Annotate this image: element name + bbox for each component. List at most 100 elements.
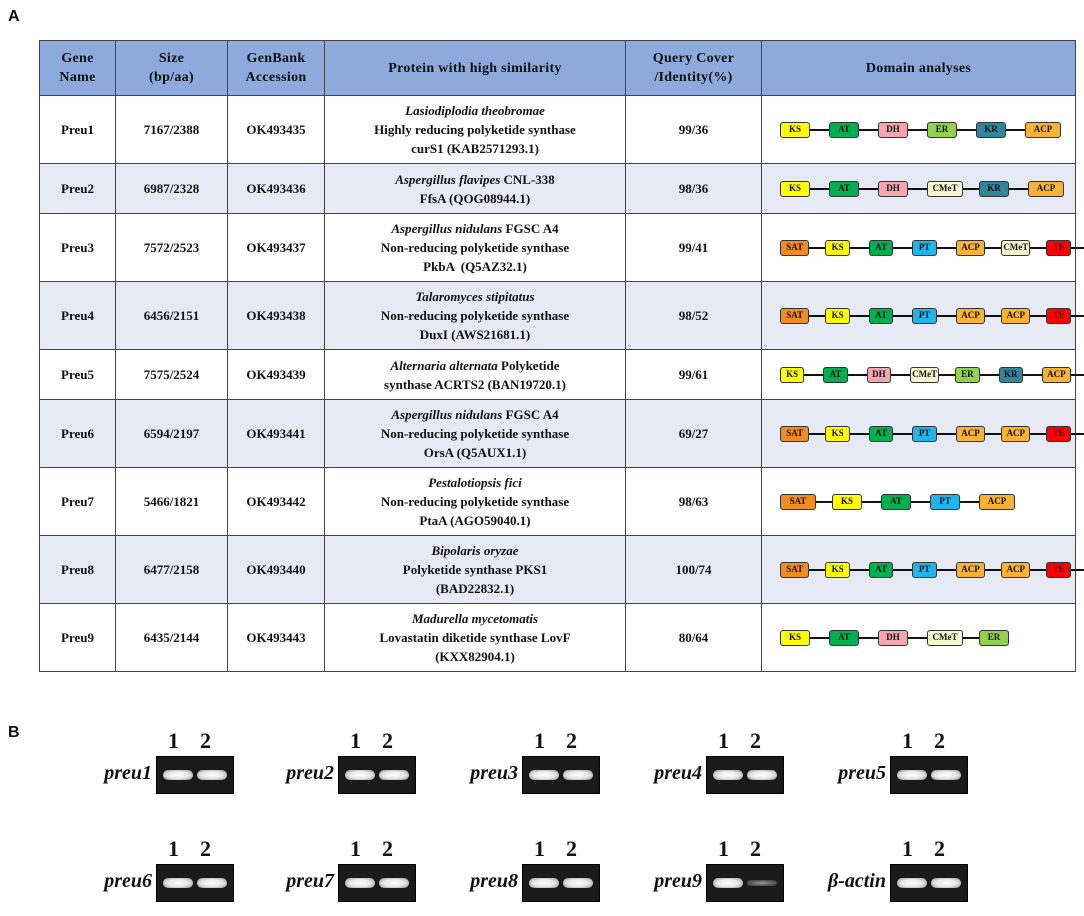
gel-image xyxy=(338,864,416,902)
gel-band-lane-1 xyxy=(897,878,927,888)
lane-number-2: 2 xyxy=(566,728,577,753)
gel-band-lane-2 xyxy=(931,770,961,780)
protein-line: (KXX82904.1) xyxy=(435,649,515,664)
protein-cell: Madurella mycetomatis Lovastatin diketide… xyxy=(324,603,626,672)
gel-band-lane-2 xyxy=(379,878,409,888)
protein-line: PtaA (AGO59040.1) xyxy=(419,513,531,528)
protein-cell: Aspergillus nidulans FGSC A4 Non-reducing… xyxy=(324,399,626,468)
organism-suffix: Polyketide xyxy=(497,357,560,373)
protein-cell: Alternaria alternata Polyketide synthase … xyxy=(324,349,626,400)
table-row: Preu3 7572/2523 OK493437 Aspergillus nidula… xyxy=(39,213,1084,282)
gel-gene-label: β-actin xyxy=(827,870,886,892)
table-row: Preu8 6477/2158 OK493440 Bipolaris oryzae Po… xyxy=(39,535,1084,604)
gene-name-cell: Preu6 xyxy=(39,399,116,468)
gel-band-lane-1 xyxy=(345,878,375,888)
lane-number-2: 2 xyxy=(566,836,577,861)
domain-architecture: SAT KS AT PT ACP ACP TE xyxy=(766,558,1084,582)
domain-pt: PT xyxy=(912,307,937,324)
domain-architecture: SAT KS AT PT ACP xyxy=(766,490,1071,514)
gel-image xyxy=(522,864,600,902)
gene-name-cell: Preu7 xyxy=(39,467,116,536)
gel-gene-label: preu1 xyxy=(104,762,152,784)
organism-name: Madurella mycetomatis xyxy=(411,611,539,626)
domain-ks: KS xyxy=(825,239,850,256)
pks-gene-table: Gene Name Size (bp/aa) GenBank Accession Pr… xyxy=(39,40,1084,672)
lane-number-2: 2 xyxy=(934,728,945,753)
protein-line: Non-reducing polyketide synthase xyxy=(380,426,570,441)
gel-image xyxy=(706,756,784,794)
gel-item: 1 2 preu8 xyxy=(438,836,600,916)
lane-number-2: 2 xyxy=(200,728,211,753)
protein-line: OrsA (Q5AUX1.1) xyxy=(423,445,527,460)
gel-image xyxy=(338,756,416,794)
table-row: Preu7 5466/1821 OK493442 Pestalotiopsis fic… xyxy=(39,467,1076,536)
domain-architecture: SAT KS AT PT ACP ACP TE xyxy=(766,304,1084,328)
gel-band-lane-1 xyxy=(163,878,193,888)
gel-band-lane-2 xyxy=(563,770,593,780)
domain-er: ER xyxy=(927,121,957,138)
header-accession: GenBank Accession xyxy=(227,40,325,96)
gel-band-lane-2 xyxy=(747,770,777,780)
query-cover-cell: 69/27 xyxy=(625,399,762,468)
gel-band-lane-2 xyxy=(931,878,961,888)
gel-image xyxy=(706,864,784,902)
domain-architecture: KS AT DH ER KR ACP xyxy=(766,118,1071,142)
gel-band-lane-1 xyxy=(529,770,559,780)
protein-cell: Aspergillus nidulans FGSC A4 Non-reducing… xyxy=(324,213,626,282)
domain-kr: KR xyxy=(976,121,1006,138)
domain-ks: KS xyxy=(825,561,850,578)
header-protein: Protein with high similarity xyxy=(324,40,626,96)
lane-number-1: 1 xyxy=(902,836,913,861)
query-cover-cell: 99/36 xyxy=(625,95,762,164)
domain-architecture: SAT KS AT PT ACP ACP TE xyxy=(766,422,1084,446)
header-gene-name: Gene Name xyxy=(39,40,116,96)
protein-line: DuxI (AWS21681.1) xyxy=(419,327,531,342)
domain-acp: ACP xyxy=(1001,561,1031,578)
protein-line: Lovastatin diketide synthase LovF xyxy=(379,630,571,645)
header-size: Size (bp/aa) xyxy=(115,40,228,96)
lane-number-1: 1 xyxy=(350,836,361,861)
domain-cell: KS AT DH ER KR ACP xyxy=(761,95,1076,164)
domain-cell: SAT KS AT PT ACP ACP TE xyxy=(761,399,1084,468)
domain-acp: ACP xyxy=(1041,366,1071,383)
lane-number-2: 2 xyxy=(382,728,393,753)
accession-cell: OK493439 xyxy=(227,349,325,400)
domain-pt: PT xyxy=(930,493,960,510)
lane-number-1: 1 xyxy=(718,836,729,861)
domain-cmet: CMeT xyxy=(927,180,963,197)
domain-ks: KS xyxy=(780,366,805,383)
gel-gene-label: preu7 xyxy=(286,870,334,892)
domain-te: TE xyxy=(1046,561,1071,578)
table-row: Preu5 7575/2524 OK493439 Alternaria alterna… xyxy=(39,349,1084,400)
protein-line: FfsA (QOG08944.1) xyxy=(419,190,531,206)
protein-line: (BAD22832.1) xyxy=(435,581,515,596)
lane-number-1: 1 xyxy=(534,836,545,861)
gel-band-lane-1 xyxy=(897,770,927,780)
protein-line: Non-reducing polyketide synthase xyxy=(380,494,570,509)
domain-dh: DH xyxy=(878,121,908,138)
domain-at: AT xyxy=(823,366,848,383)
domain-ks: KS xyxy=(780,629,810,646)
gel-image xyxy=(890,756,968,794)
accession-cell: OK493437 xyxy=(227,213,325,282)
protein-line: Non-reducing polyketide synthase xyxy=(380,308,570,323)
gel-item: 1 2 preu5 xyxy=(806,728,968,808)
domain-sat: SAT xyxy=(780,561,810,578)
gel-item: 1 2 preu1 xyxy=(72,728,234,808)
query-cover-cell: 98/52 xyxy=(625,281,762,350)
domain-kr: KR xyxy=(998,366,1023,383)
domain-at: AT xyxy=(868,425,894,442)
domain-at: AT xyxy=(881,493,911,510)
domain-acp: ACP xyxy=(979,493,1015,510)
gene-name-cell: Preu2 xyxy=(39,163,116,214)
domain-pt: PT xyxy=(912,561,937,578)
lane-number-2: 2 xyxy=(750,836,761,861)
lane-number-1: 1 xyxy=(534,728,545,753)
gene-name-cell: Preu5 xyxy=(39,349,116,400)
gel-image xyxy=(522,756,600,794)
domain-te: TE xyxy=(1046,239,1071,256)
organism-name: Alternaria alternata xyxy=(390,357,498,373)
table-row: Preu6 6594/2197 OK493441 Aspergillus nidula… xyxy=(39,399,1084,468)
domain-dh: DH xyxy=(866,366,892,383)
table-header-row: Gene Name Size (bp/aa) GenBank Accession Pr… xyxy=(39,40,1076,96)
